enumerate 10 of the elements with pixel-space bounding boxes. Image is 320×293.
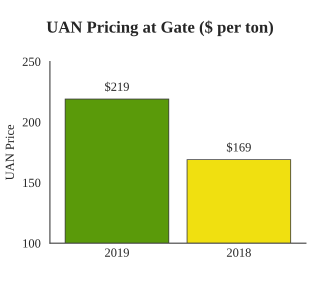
x-tick-label: 2018 [226,248,251,257]
x-tick-label: 2019 [105,248,129,257]
data-label: $219 [105,82,129,92]
data-label: $169 [226,142,251,152]
y-tick-label: 200 [22,118,40,127]
chart-title: UAN Pricing at Gate ($ per ton) [46,20,273,36]
y-tick-label: 100 [23,239,40,248]
y-tick-label: 150 [23,178,40,188]
y-tick-label: 250 [22,58,40,66]
y-axis-title: UAN Price [6,124,14,180]
